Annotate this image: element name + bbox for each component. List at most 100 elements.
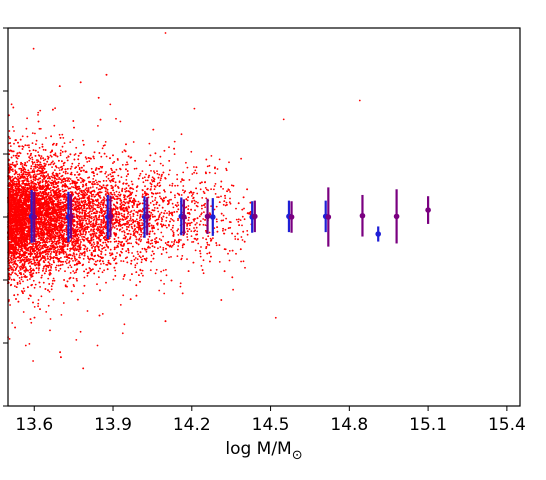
scatter-point [146,187,149,190]
scatter-point [216,220,218,223]
scatter-point [139,172,142,175]
scatter-point [92,258,95,261]
scatter-point [92,178,95,180]
scatter-point [104,172,107,175]
scatter-point [228,201,231,204]
scatter-point [13,173,16,176]
scatter-point [39,109,42,112]
scatter-point [218,158,221,161]
scatter-point [136,250,139,253]
scatter-point [103,201,106,203]
scatter-point [26,152,29,155]
scatter-point [92,250,95,253]
scatter-point [168,199,171,201]
scatter-point [207,235,210,238]
scatter-point [191,173,194,175]
scatter-point [132,255,135,258]
scatter-point [66,248,69,251]
scatter-point [119,120,122,123]
scatter-point [130,197,133,199]
scatter-point [143,176,146,179]
scatter-point [101,199,103,202]
scatter-point [174,194,176,197]
scatter-point [158,185,161,188]
scatter-point [239,219,242,222]
scatter-point [57,242,60,245]
scatter-point [151,242,154,245]
scatter-point [228,259,231,262]
scatter-point [113,193,116,196]
scatter-point [166,212,168,215]
scatter-point [53,279,56,282]
scatter-point [88,160,91,163]
scatter-point [203,211,205,214]
scatter-point [186,239,189,241]
scatter-point [48,262,51,265]
scatter-point [197,201,199,204]
scatter-point [171,226,174,229]
scatter-point [142,181,145,184]
scatter-point [58,250,60,253]
scatter-point [12,258,15,261]
scatter-point [99,244,102,246]
scatter-point [182,179,185,182]
scatter-point [202,272,205,275]
scatter-point [176,229,179,232]
scatter-point [210,188,213,191]
scatter-point [97,270,100,273]
scatter-point [47,304,50,307]
scatter-point [29,157,32,160]
scatter-point [37,302,40,305]
scatter-point [95,167,98,169]
scatter-point [170,217,172,220]
scatter-point [183,191,186,194]
scatter-point [180,194,183,196]
scatter-point [193,202,196,205]
scatter-point [94,195,96,198]
scatter-point [100,263,102,265]
scatter-point [154,238,156,241]
scatter-point [62,260,65,263]
scatter-point [176,173,179,176]
scatter-point [51,166,53,169]
scatter-point [103,196,105,199]
scatter-point [204,187,207,189]
scatter-point [63,198,65,201]
scatter-point [82,231,85,233]
scatter-point [99,267,101,270]
scatter-point [86,274,89,277]
scatter-point [133,224,136,227]
scatter-point [176,210,178,213]
scatter-point [25,164,28,167]
scatter-point [23,163,26,166]
scatter-point [54,107,56,110]
scatter-point [24,161,26,164]
scatter-point [153,246,156,249]
scatter-point [50,226,52,229]
scatter-point [36,240,38,243]
scatter-point [167,173,170,176]
scatter-point [47,173,49,176]
scatter-point [34,132,36,135]
scatter-point [162,164,164,167]
scatter-point [157,228,160,231]
scatter-point [103,269,105,272]
scatter-point [30,321,33,324]
scatter-point [115,216,118,218]
scatter-point [206,241,209,244]
scatter-point [193,166,195,168]
scatter-point [170,228,173,231]
scatter-point [53,124,56,127]
scatter-point [168,146,170,149]
scatter-point [34,179,37,182]
scatter-point [97,183,99,186]
scatter-point [82,139,84,142]
scatter-point [45,207,47,210]
scatter-point [199,252,202,255]
scatter-point [12,154,15,157]
scatter-point [120,212,123,215]
scatter-point [168,210,171,213]
scatter-point [208,244,211,246]
scatter-point [64,186,67,188]
scatter-point [88,220,90,223]
